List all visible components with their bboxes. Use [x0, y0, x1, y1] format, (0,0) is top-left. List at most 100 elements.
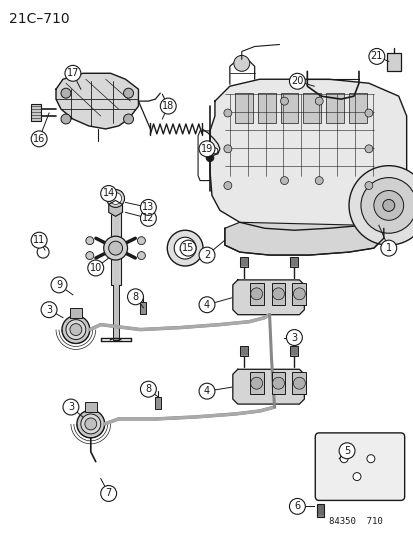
- Circle shape: [70, 324, 82, 336]
- Text: 14: 14: [102, 189, 114, 198]
- Bar: [155, 397, 161, 409]
- Circle shape: [223, 182, 231, 190]
- Bar: [290, 346, 298, 357]
- Text: 2: 2: [203, 250, 210, 260]
- Circle shape: [366, 455, 374, 463]
- Text: 7: 7: [105, 488, 112, 498]
- Text: 16: 16: [33, 134, 45, 144]
- Circle shape: [85, 418, 97, 430]
- Bar: [386, 53, 400, 71]
- Circle shape: [338, 443, 354, 459]
- Circle shape: [315, 176, 323, 184]
- Circle shape: [65, 66, 81, 81]
- Circle shape: [66, 320, 85, 340]
- Polygon shape: [232, 280, 304, 314]
- Text: 1: 1: [385, 243, 391, 253]
- Bar: [112, 285, 118, 340]
- Text: 15: 15: [181, 243, 194, 253]
- Circle shape: [85, 252, 94, 260]
- Text: 84350  710: 84350 710: [328, 517, 382, 526]
- FancyBboxPatch shape: [315, 433, 404, 500]
- Circle shape: [199, 297, 214, 313]
- Circle shape: [77, 410, 104, 438]
- Circle shape: [109, 192, 121, 205]
- Circle shape: [107, 190, 124, 207]
- Circle shape: [223, 145, 231, 153]
- Circle shape: [233, 55, 249, 71]
- Circle shape: [272, 377, 284, 389]
- Circle shape: [293, 377, 305, 389]
- Circle shape: [174, 237, 196, 259]
- Circle shape: [206, 154, 214, 161]
- Circle shape: [293, 288, 305, 300]
- Circle shape: [250, 288, 262, 300]
- Circle shape: [352, 473, 360, 481]
- Polygon shape: [224, 222, 383, 255]
- Text: 10: 10: [89, 263, 102, 273]
- Text: 8: 8: [145, 384, 151, 394]
- Circle shape: [123, 88, 133, 98]
- Polygon shape: [56, 74, 138, 129]
- Circle shape: [62, 316, 90, 343]
- Bar: [325, 93, 343, 123]
- Circle shape: [380, 240, 396, 256]
- Bar: [70, 308, 82, 318]
- Text: 21C–710: 21C–710: [9, 12, 70, 26]
- Polygon shape: [109, 200, 122, 216]
- Circle shape: [41, 302, 57, 318]
- Circle shape: [286, 329, 301, 345]
- Circle shape: [315, 97, 323, 105]
- Circle shape: [81, 414, 100, 434]
- Polygon shape: [209, 79, 406, 230]
- Bar: [239, 257, 247, 267]
- Text: 5: 5: [343, 446, 349, 456]
- Circle shape: [199, 383, 214, 399]
- Circle shape: [31, 232, 47, 248]
- Circle shape: [360, 177, 413, 233]
- Circle shape: [250, 377, 262, 389]
- Bar: [271, 283, 285, 305]
- Circle shape: [123, 114, 133, 124]
- Text: 8: 8: [132, 292, 138, 302]
- Text: 6: 6: [294, 502, 300, 511]
- Bar: [234, 93, 252, 123]
- Text: 9: 9: [56, 280, 62, 290]
- Text: 18: 18: [162, 101, 174, 111]
- Text: 20: 20: [290, 76, 303, 86]
- Circle shape: [289, 498, 305, 514]
- Circle shape: [368, 49, 384, 64]
- Text: 3: 3: [68, 402, 74, 412]
- Text: 4: 4: [204, 386, 209, 396]
- Circle shape: [223, 109, 231, 117]
- Text: 19: 19: [200, 144, 213, 154]
- Polygon shape: [232, 369, 304, 404]
- Bar: [290, 257, 298, 267]
- Bar: [110, 190, 120, 285]
- Circle shape: [272, 288, 284, 300]
- Circle shape: [199, 141, 214, 157]
- Circle shape: [289, 74, 305, 89]
- Circle shape: [88, 260, 103, 276]
- Circle shape: [140, 381, 156, 397]
- Circle shape: [61, 88, 71, 98]
- Circle shape: [180, 240, 196, 256]
- Circle shape: [140, 211, 156, 227]
- Bar: [31, 104, 41, 121]
- Circle shape: [100, 185, 116, 201]
- Text: 12: 12: [142, 213, 154, 223]
- Circle shape: [51, 277, 67, 293]
- Bar: [292, 283, 306, 305]
- Bar: [348, 93, 366, 123]
- Bar: [292, 372, 306, 394]
- Bar: [85, 402, 97, 412]
- Circle shape: [61, 114, 71, 124]
- Circle shape: [37, 246, 49, 258]
- Text: 13: 13: [142, 203, 154, 212]
- Circle shape: [100, 486, 116, 502]
- Circle shape: [373, 190, 403, 220]
- Text: 4: 4: [204, 300, 209, 310]
- Bar: [280, 93, 298, 123]
- Circle shape: [137, 252, 145, 260]
- Text: 21: 21: [370, 51, 382, 61]
- Text: 17: 17: [66, 68, 79, 78]
